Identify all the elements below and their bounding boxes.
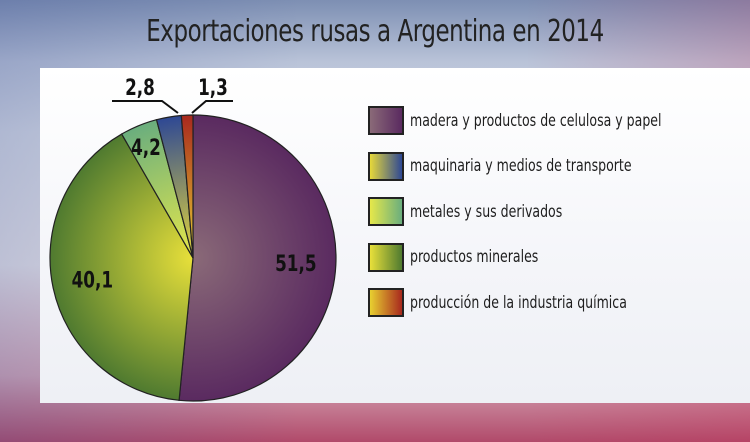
legend-swatch: [368, 288, 404, 318]
legend-swatch: [368, 242, 404, 272]
legend-item: productos minerales: [368, 235, 717, 281]
pie-slice: [49, 133, 194, 401]
pie-slice: [178, 114, 337, 402]
data-label: 1,3: [198, 75, 228, 101]
data-label: 2,8: [125, 75, 155, 101]
legend-label: maquinaria y medios de transporte: [410, 156, 632, 177]
legend-swatch: [368, 151, 404, 181]
legend-swatch: [368, 106, 404, 136]
data-label: 51,5: [275, 251, 316, 277]
data-label: 4,2: [131, 135, 161, 161]
legend: madera y productos de celulosa y papel m…: [368, 98, 717, 326]
legend-swatch: [368, 197, 404, 227]
legend-label: productos minerales: [410, 247, 539, 268]
data-label: 40,1: [72, 267, 113, 293]
legend-item: metales y sus derivados: [368, 189, 717, 235]
legend-item: maquinaria y medios de transporte: [368, 144, 717, 190]
legend-item: madera y productos de celulosa y papel: [368, 98, 717, 144]
legend-label: metales y sus derivados: [410, 201, 563, 222]
chart-title: Exportaciones rusas a Argentina en 2014: [146, 14, 604, 49]
leader-line: [112, 100, 179, 114]
pie-slice: [180, 114, 194, 259]
legend-label: madera y productos de celulosa y papel: [410, 110, 662, 131]
legend-label: producción de la industria química: [410, 292, 627, 313]
leader-line: [191, 100, 233, 114]
legend-item: producción de la industria química: [368, 280, 717, 326]
